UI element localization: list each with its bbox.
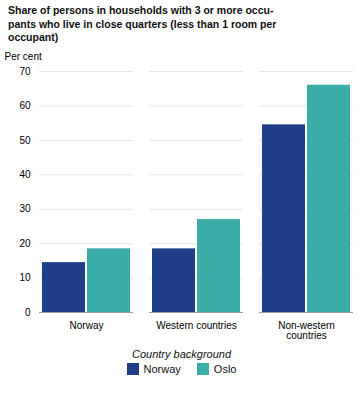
svg-text:60: 60: [19, 100, 31, 111]
html-text:Share of persons in households: Share of persons in households with 3 or…: [8, 4, 277, 44]
svg-text:50: 50: [19, 135, 31, 146]
svg-text:30: 30: [19, 203, 31, 214]
svg-text:70: 70: [19, 66, 31, 77]
svg-text:10: 10: [19, 272, 31, 283]
svg-text:20: 20: [19, 238, 31, 249]
html-text:Oslo: Oslo: [213, 363, 237, 375]
svg-text:Per cent: Per cent: [5, 51, 42, 62]
svg-text:0: 0: [25, 307, 31, 318]
svg-text:Non-westerncountries: Non-westerncountries: [278, 320, 335, 341]
svg-text:40: 40: [19, 169, 31, 180]
svg-text:Norway: Norway: [70, 320, 104, 331]
svg-text:Western countries: Western countries: [156, 320, 236, 331]
html-text:Norway: Norway: [143, 363, 181, 375]
html-text:Country background: Country background: [132, 348, 231, 360]
